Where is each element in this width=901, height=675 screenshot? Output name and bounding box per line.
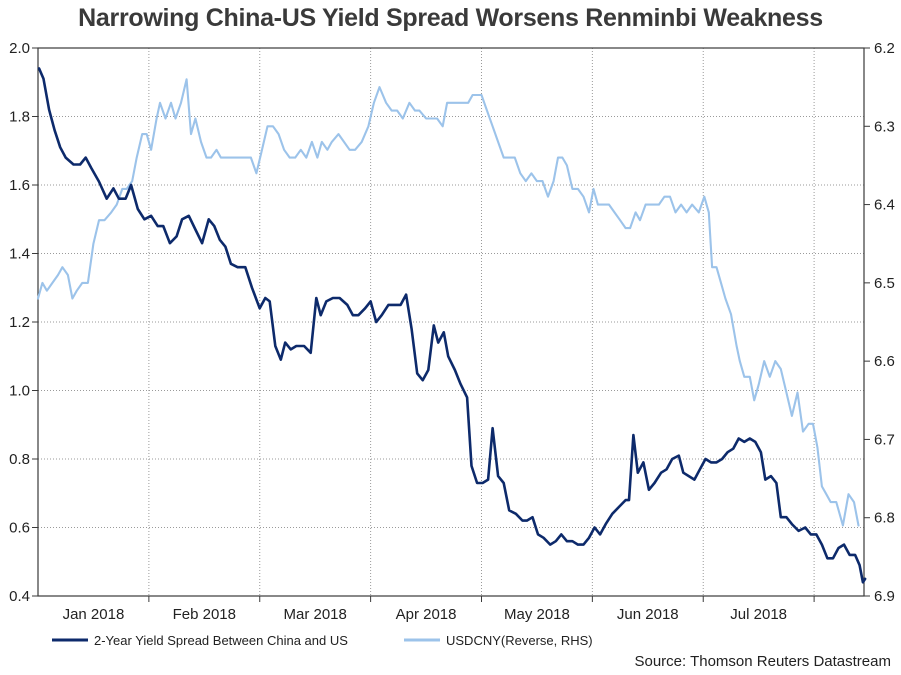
x-tick-label: Jun 2018 xyxy=(617,606,679,623)
x-tick-label: Apr 2018 xyxy=(396,606,457,623)
x-tick-label: Mar 2018 xyxy=(283,606,346,623)
series-lines xyxy=(36,67,867,584)
left-tick-label: 0.8 xyxy=(9,451,30,468)
right-tick-label: 6.5 xyxy=(874,275,895,292)
left-tick-label: 2.0 xyxy=(9,40,30,57)
yield-spread-line xyxy=(37,67,867,584)
left-tick-label: 0.4 xyxy=(9,588,30,605)
x-tick-label: Jan 2018 xyxy=(63,606,125,623)
usdcny-line xyxy=(36,78,860,527)
x-tick-label: Feb 2018 xyxy=(173,606,236,623)
right-tick-label: 6.6 xyxy=(874,353,895,370)
right-tick-label: 6.9 xyxy=(874,588,895,605)
x-tick-label: Jul 2018 xyxy=(730,606,787,623)
x-axis: Jan 2018 Feb 2018 Mar 2018 Apr 2018 May 2018… xyxy=(63,596,815,623)
legend-label: USDCNY(Reverse, RHS) xyxy=(446,633,593,648)
legend: 2-Year Yield Spread Between China and US… xyxy=(52,633,593,648)
chart-title: Narrowing China-US Yield Spread Worsens … xyxy=(78,4,823,32)
left-tick-label: 1.6 xyxy=(9,177,30,194)
right-tick-label: 6.7 xyxy=(874,431,895,448)
source-note: Source: Thomson Reuters Datastream xyxy=(634,653,891,670)
right-y-axis: 6.2 6.3 6.4 6.5 6.6 6.7 6.8 6.9 xyxy=(864,40,895,605)
gridlines xyxy=(38,48,864,596)
left-tick-label: 1.8 xyxy=(9,109,30,126)
x-tick-label: May 2018 xyxy=(504,606,570,623)
left-tick-label: 1.2 xyxy=(9,314,30,331)
right-tick-label: 6.4 xyxy=(874,197,895,214)
right-tick-label: 6.2 xyxy=(874,40,895,57)
left-y-axis: 0.4 0.6 0.8 1.0 1.2 1.4 1.6 1.8 2.0 xyxy=(9,40,38,605)
left-tick-label: 1.4 xyxy=(9,246,30,263)
left-tick-label: 1.0 xyxy=(9,383,30,400)
legend-label: 2-Year Yield Spread Between China and US xyxy=(94,633,348,648)
right-tick-label: 6.8 xyxy=(874,510,895,527)
left-tick-label: 0.6 xyxy=(9,520,30,537)
right-tick-label: 6.3 xyxy=(874,118,895,135)
